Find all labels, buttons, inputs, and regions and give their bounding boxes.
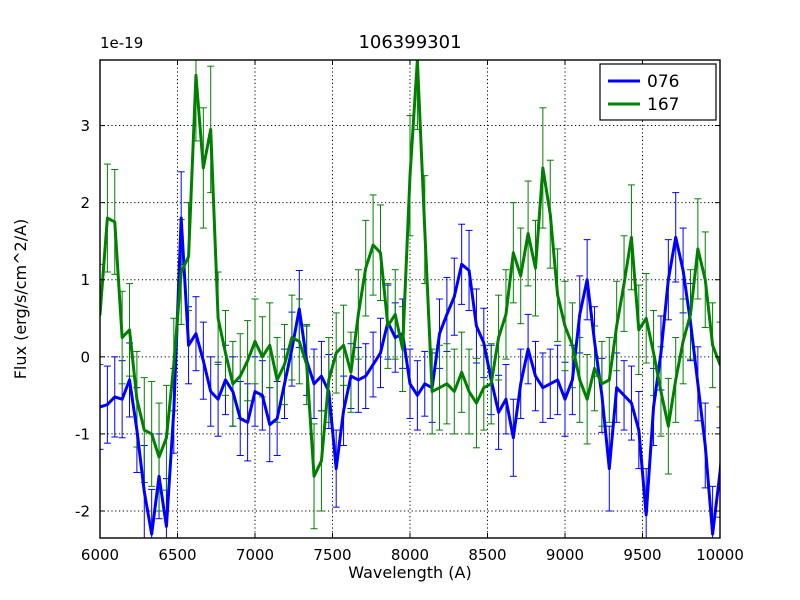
series-line-076 xyxy=(100,216,720,536)
axis-ticks xyxy=(99,60,721,538)
axes-area xyxy=(99,59,721,539)
series-line-167 xyxy=(100,60,720,478)
axes-frame xyxy=(99,59,721,539)
data-region xyxy=(100,60,720,538)
